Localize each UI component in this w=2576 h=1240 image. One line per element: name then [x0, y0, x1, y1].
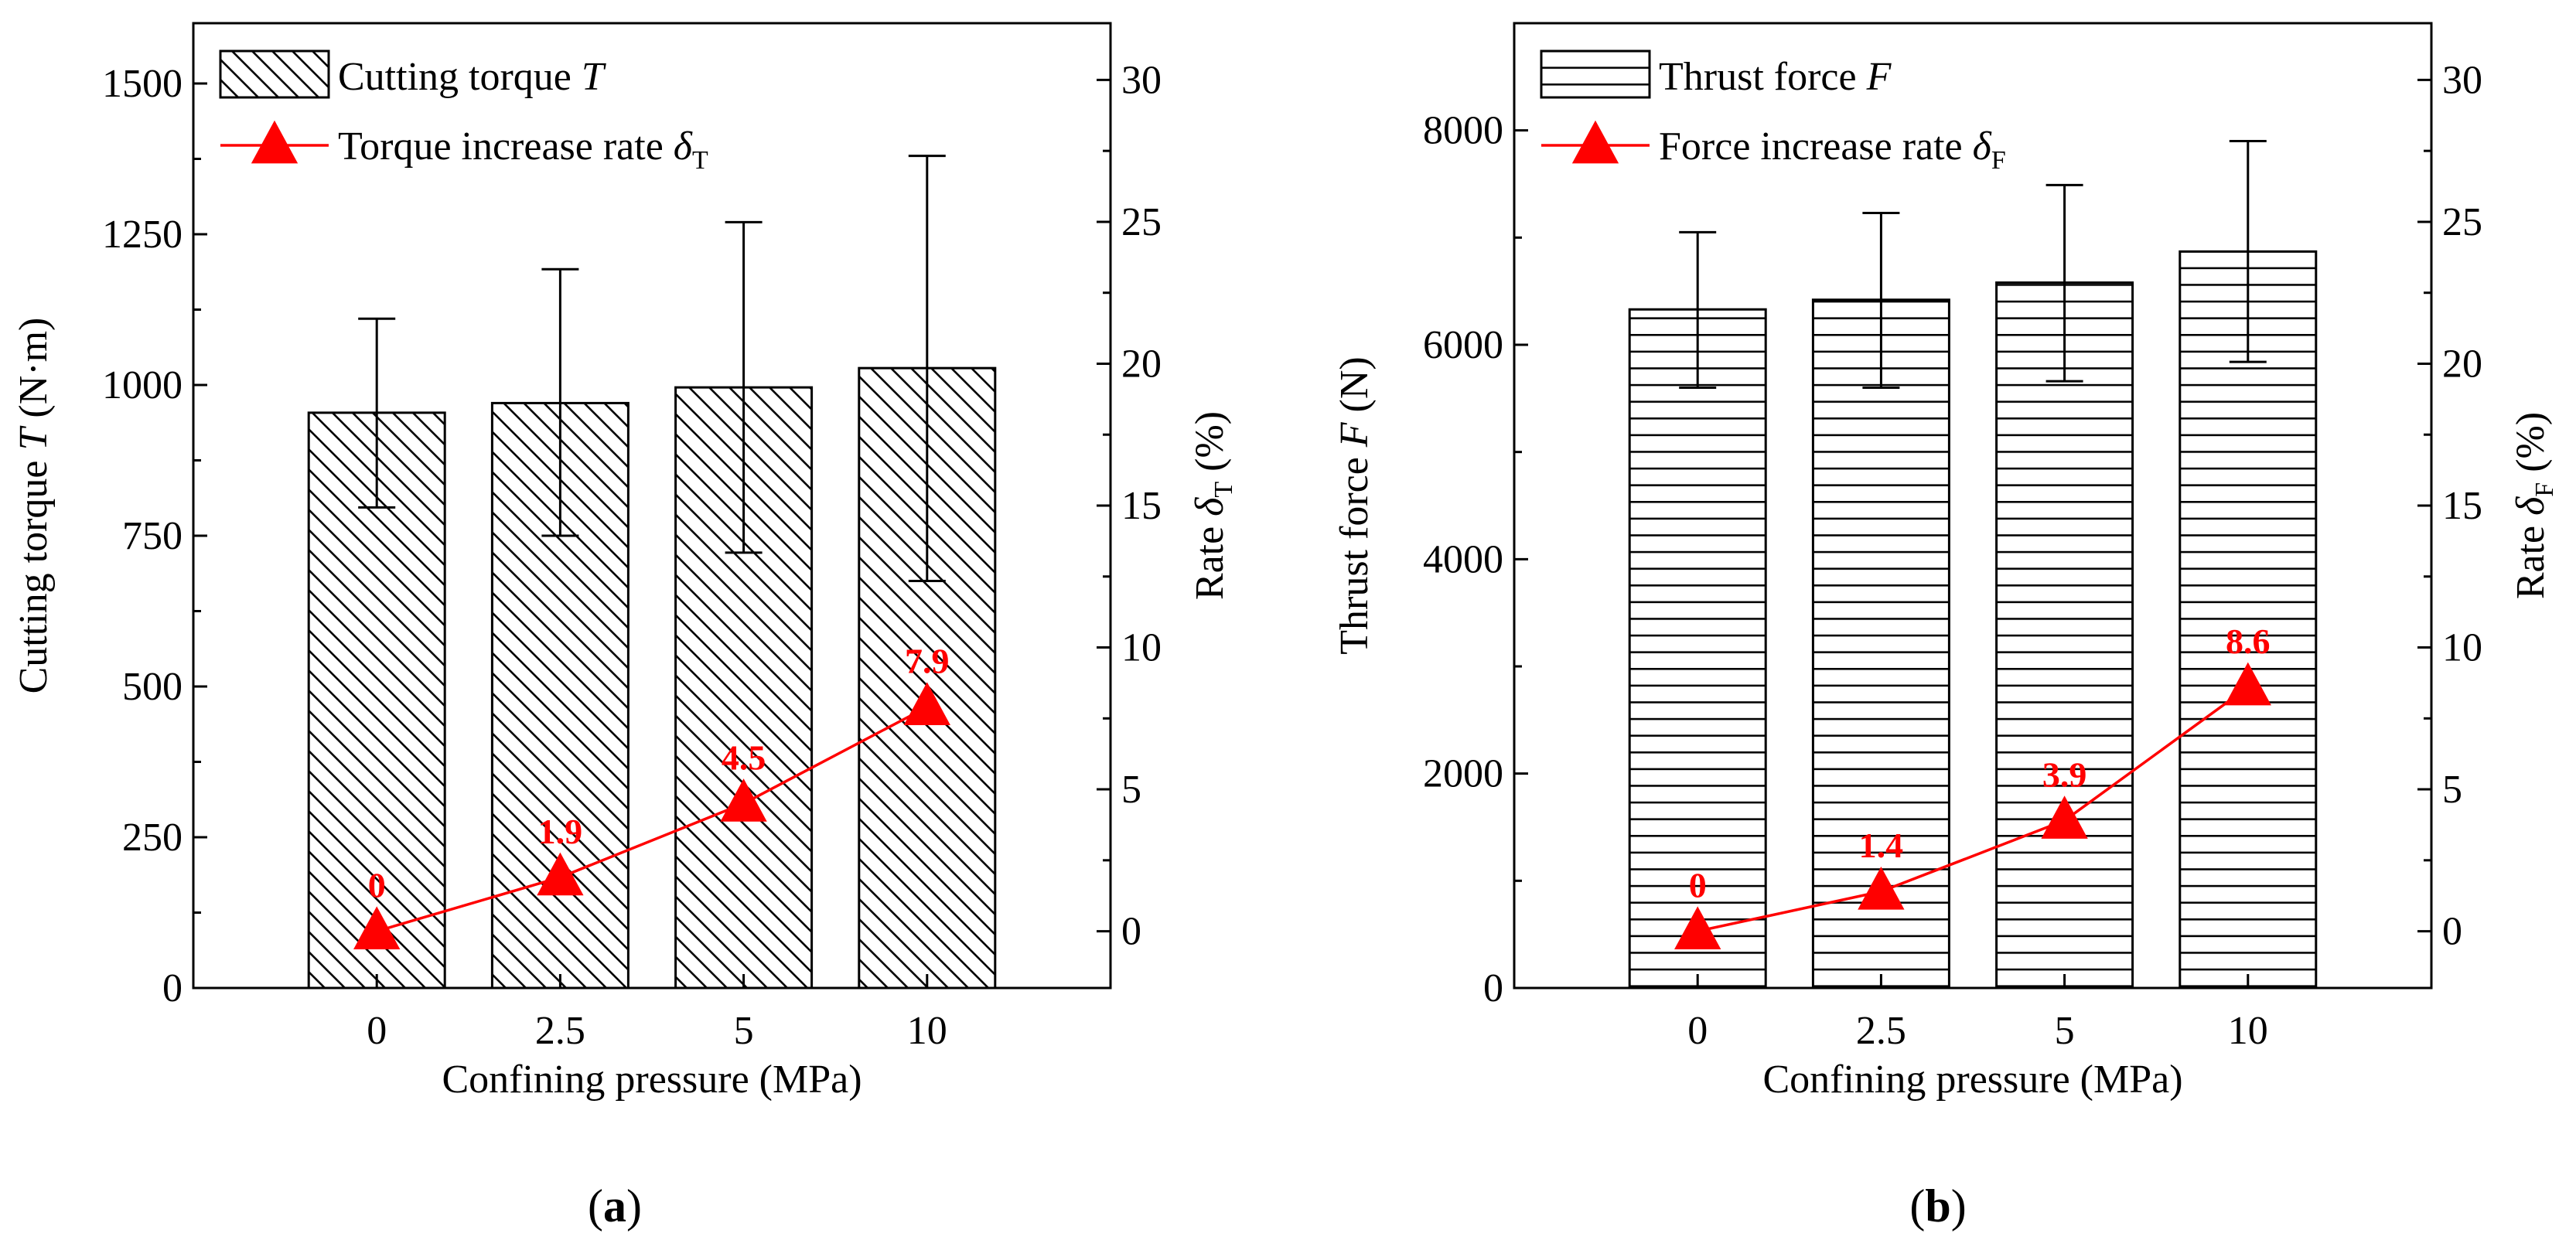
rate-line	[1697, 686, 2249, 933]
rate-label-10: 8.6	[2226, 622, 2271, 661]
right-tick-label-20: 20	[2442, 342, 2482, 386]
left-axis-title: Cutting torque T (N·m)	[12, 318, 56, 694]
left-tick-label-500: 500	[122, 665, 183, 709]
error-bar-10	[2229, 140, 2267, 363]
rate-line	[376, 706, 928, 933]
rate-label-5: 3.9	[2042, 755, 2087, 794]
x-tick-label-5: 5	[2055, 1009, 2075, 1053]
rate-label-2.5: 1.9	[538, 812, 583, 851]
rate-label-5: 4.5	[722, 738, 766, 777]
rate-marker-10	[903, 682, 950, 726]
error-bar-5	[2045, 183, 2083, 383]
bar-5	[1995, 281, 2134, 990]
legend-line-label: Torque increase rate δT	[338, 124, 708, 175]
right-tick-label-0: 0	[1121, 910, 1141, 954]
x-tick-label-2.5: 2.5	[1856, 1009, 1906, 1053]
left-tick-label-4000: 4000	[1423, 537, 1503, 581]
left-tick-label-1000: 1000	[102, 363, 183, 407]
error-bar-10	[908, 155, 946, 582]
rate-marker-5	[720, 778, 767, 822]
left-tick-label-8000: 8000	[1423, 109, 1503, 153]
legend: Cutting torque T Torque increase rate δT	[219, 49, 708, 175]
left-tick-label-750: 750	[122, 514, 183, 558]
x-axis-title: Confining pressure (MPa)	[442, 1058, 862, 1102]
panel-label: (a)	[588, 1180, 642, 1231]
left-axis-title: Thrust force F (N)	[1332, 356, 1377, 655]
rate-label-0: 0	[368, 866, 386, 905]
legend-line-label: Force increase rate δF	[1659, 124, 2006, 175]
rate-marker-2.5	[1858, 866, 1905, 910]
right-tick-label-5: 5	[1121, 768, 1141, 812]
error-bar-2.5	[541, 267, 579, 537]
legend-bar-swatch	[1540, 49, 1651, 99]
right-tick-label-10: 10	[2442, 626, 2482, 670]
bar-0	[307, 411, 446, 990]
rate-label-10: 7.9	[905, 642, 950, 681]
error-bar-0	[1679, 230, 1717, 389]
left-tick-label-0: 0	[162, 966, 183, 1010]
x-tick-label-0: 0	[1687, 1009, 1708, 1053]
right-axis-title: Rate δF (%)	[2509, 412, 2559, 599]
x-tick-label-10: 10	[907, 1009, 947, 1053]
right-axis-title: Rate δT (%)	[1188, 411, 1238, 600]
x-tick-label-0: 0	[367, 1009, 387, 1053]
panel-b: 0 1.4 3.9 8.6 0 2000 4000 6000 8000 0 5 10 15 20 25 30 0…	[1332, 22, 2559, 1231]
x-tick-label-10: 10	[2228, 1009, 2268, 1053]
left-tick-label-1500: 1500	[102, 62, 183, 106]
left-tick-label-1250: 1250	[102, 213, 183, 257]
right-tick-label-5: 5	[2442, 768, 2462, 812]
panel-a: 01.94.57.9025050075010001250150005101520…	[12, 22, 1238, 1231]
legend-triangle-icon	[1571, 120, 1619, 164]
x-tick-label-2.5: 2.5	[535, 1009, 585, 1053]
panel-label: (b)	[1909, 1180, 1966, 1231]
right-tick-label-0: 0	[2442, 910, 2462, 954]
rate-label-2.5: 1.4	[1859, 826, 1904, 865]
rate-marker-5	[2041, 795, 2088, 839]
rate-marker-0	[1674, 906, 1721, 949]
right-tick-label-25: 25	[1121, 200, 1162, 244]
right-tick-label-30: 30	[2442, 58, 2482, 102]
legend: Thrust force F Force increase rate δF	[1540, 49, 2006, 175]
right-tick-label-20: 20	[1121, 342, 1162, 386]
bar-10	[2179, 250, 2318, 990]
right-tick-label-15: 15	[2442, 484, 2482, 528]
rate-marker-0	[353, 906, 401, 949]
x-tick-label-5: 5	[734, 1009, 754, 1053]
x-axis-title: Confining pressure (MPa)	[1762, 1058, 2182, 1102]
error-bar-0	[358, 317, 396, 509]
legend-triangle-icon	[251, 120, 299, 164]
error-bar-2.5	[1862, 211, 1900, 389]
bar-0	[1628, 308, 1767, 990]
rate-marker-10	[2224, 662, 2271, 706]
left-tick-label-6000: 6000	[1423, 323, 1503, 367]
left-tick-label-0: 0	[1483, 966, 1503, 1010]
right-tick-label-15: 15	[1121, 484, 1162, 528]
legend-bar-swatch	[219, 49, 330, 99]
legend-bar-label: Cutting torque T	[338, 55, 606, 99]
right-tick-label-10: 10	[1121, 626, 1162, 670]
left-tick-label-250: 250	[122, 816, 183, 860]
rate-marker-2.5	[537, 852, 584, 896]
right-tick-label-25: 25	[2442, 200, 2482, 244]
right-tick-label-30: 30	[1121, 58, 1162, 102]
left-tick-label-2000: 2000	[1423, 752, 1503, 796]
legend-bar-label: Thrust force F	[1659, 55, 1892, 99]
rate-label-0: 0	[1689, 866, 1707, 905]
error-bar-5	[725, 220, 763, 554]
